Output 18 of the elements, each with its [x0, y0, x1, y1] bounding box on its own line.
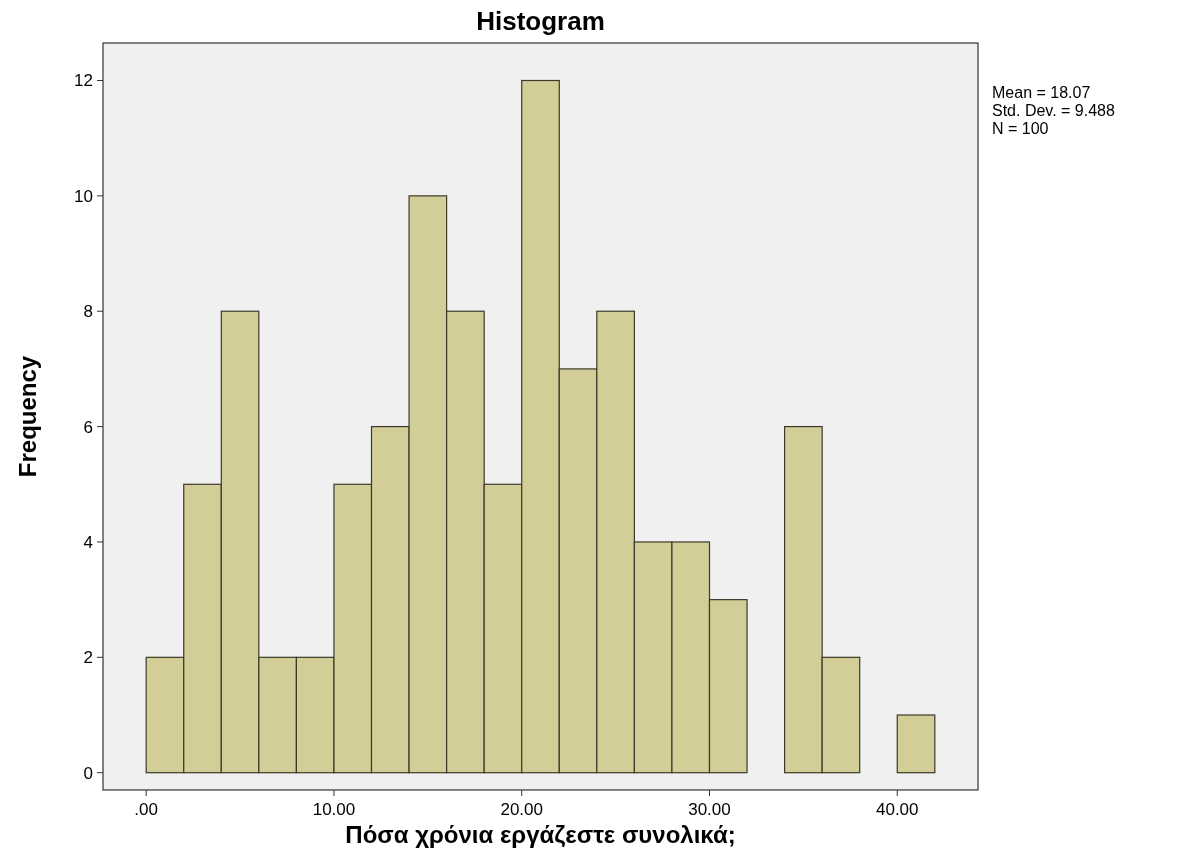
y-tick-label: 12	[74, 71, 93, 91]
x-axis-title: Πόσα χρόνια εργάζεστε συνολικά;	[345, 821, 736, 848]
y-tick-label: 2	[83, 648, 93, 668]
y-tick-label: 8	[83, 302, 93, 322]
y-tick-label: 10	[74, 186, 93, 206]
x-tick-label: 10.00	[312, 800, 356, 820]
y-tick-label: 0	[83, 763, 93, 783]
x-tick-label: .00	[134, 800, 159, 820]
y-tick-label: 6	[83, 417, 93, 437]
x-tick-label: 30.00	[688, 800, 731, 820]
x-tick-label: 20.00	[500, 800, 543, 820]
chart-title: Histogram	[476, 6, 605, 36]
text: Mean = 18.07	[992, 84, 1091, 101]
x-tick-label: 40.00	[875, 800, 919, 820]
y-axis-title: Frequency	[14, 355, 41, 478]
y-tick-label: 4	[83, 532, 93, 552]
text: N = 100	[992, 120, 1049, 137]
text: Std. Dev. = 9.488	[992, 102, 1115, 119]
